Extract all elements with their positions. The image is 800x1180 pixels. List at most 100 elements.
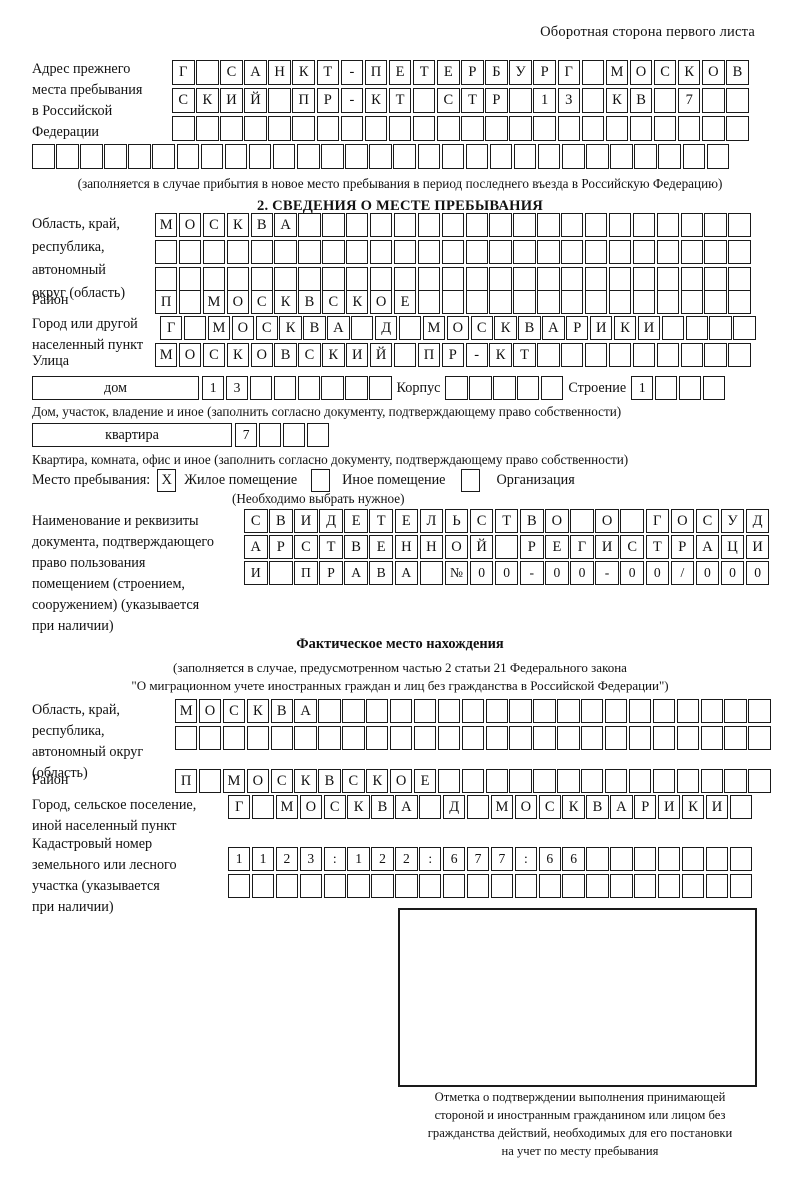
input-cell[interactable] [585,343,608,367]
input-cell[interactable] [370,240,393,264]
input-cell[interactable] [274,267,297,291]
input-cell[interactable] [272,144,296,169]
input-cell[interactable] [537,240,560,264]
input-cell[interactable]: И [595,535,619,559]
input-cell[interactable] [200,144,224,169]
input-cell[interactable]: Г [172,60,195,85]
input-cell[interactable] [489,213,512,237]
input-cell[interactable] [251,874,275,898]
input-cell[interactable] [175,726,198,750]
input-cell[interactable]: С [172,88,195,113]
input-cell[interactable]: Д [319,509,343,533]
input-cell[interactable] [610,874,633,898]
input-cell[interactable] [728,343,751,367]
input-cell[interactable]: К [274,290,297,314]
input-cell[interactable]: 1 [347,847,370,871]
input-cell[interactable]: С [437,88,460,113]
input-cell[interactable]: Т [412,60,436,85]
input-cell[interactable] [393,240,417,264]
input-cell[interactable] [461,769,484,793]
input-cell[interactable] [485,116,508,141]
input-cell[interactable] [557,116,580,141]
input-cell[interactable] [656,343,679,367]
input-cell[interactable]: А [395,795,418,819]
input-cell[interactable] [561,343,584,367]
input-cell[interactable]: С [220,60,243,85]
input-cell[interactable] [634,144,657,169]
input-cell[interactable] [702,88,725,113]
input-cell[interactable] [437,726,461,750]
input-cell[interactable]: О [545,509,569,533]
input-cell[interactable] [724,769,747,793]
input-cell[interactable] [393,144,416,169]
input-cell[interactable]: Н [419,535,444,559]
input-cell[interactable] [509,726,532,750]
input-cell[interactable]: У [509,60,532,85]
input-cell[interactable]: М [207,316,231,340]
input-cell[interactable]: К [489,343,512,367]
input-cell[interactable] [658,847,681,871]
input-cell[interactable] [202,240,226,264]
input-cell[interactable] [370,267,393,291]
input-cell[interactable] [605,726,628,750]
input-cell[interactable]: В [586,795,609,819]
input-cell[interactable] [390,726,413,750]
input-cell[interactable] [441,267,464,291]
input-cell[interactable]: Е [388,60,412,85]
input-cell[interactable]: Р [269,535,293,559]
input-cell[interactable] [248,144,272,169]
input-cell[interactable] [608,343,632,367]
input-cell[interactable]: № [444,561,469,585]
input-cell[interactable]: Е [344,509,368,533]
input-cell[interactable] [412,88,436,113]
input-cell[interactable]: - [340,60,364,85]
input-cell[interactable] [605,699,628,723]
input-cell[interactable]: Г [645,509,669,533]
input-cell[interactable]: О [514,795,537,819]
input-cell[interactable]: 0 [545,561,569,585]
input-cell[interactable]: И [745,535,770,559]
input-cell[interactable] [395,874,418,898]
input-cell[interactable] [346,240,369,264]
input-cell[interactable]: 6 [443,847,466,871]
input-cell[interactable]: К [681,795,705,819]
input-cell[interactable]: Д [443,795,466,819]
input-cell[interactable]: Г [557,60,580,85]
input-cell[interactable]: С [470,316,493,340]
input-cell[interactable] [702,376,726,400]
input-cell[interactable] [586,847,609,871]
input-cell[interactable] [557,726,580,750]
input-cell[interactable] [585,267,608,291]
input-cell[interactable]: С [270,769,293,793]
input-cell[interactable]: И [658,795,681,819]
input-cell[interactable] [748,726,771,750]
input-cell[interactable]: К [494,316,517,340]
input-cell[interactable]: И [637,316,661,340]
input-cell[interactable] [656,240,679,264]
input-cell[interactable]: Н [394,535,419,559]
korpus-cells[interactable] [445,376,564,400]
input-cell[interactable] [608,213,632,237]
input-cell[interactable] [581,769,604,793]
input-cell[interactable]: В [520,509,544,533]
input-cell[interactable] [294,726,317,750]
input-cell[interactable] [581,699,604,723]
input-cell[interactable] [709,316,732,340]
input-cell[interactable]: А [327,316,350,340]
input-cell[interactable] [321,376,344,400]
input-cell[interactable]: - [520,561,544,585]
input-cell[interactable]: 7 [466,847,490,871]
input-cell[interactable] [244,116,267,141]
input-cell[interactable]: М [490,795,514,819]
input-cell[interactable] [680,240,703,264]
input-cell[interactable] [610,144,633,169]
region-row-3[interactable] [155,267,751,291]
input-cell[interactable] [652,769,676,793]
input-cell[interactable] [537,213,560,237]
input-cell[interactable]: Р [485,88,508,113]
input-cell[interactable] [653,116,677,141]
input-cell[interactable]: - [465,343,488,367]
input-cell[interactable]: У [720,509,745,533]
